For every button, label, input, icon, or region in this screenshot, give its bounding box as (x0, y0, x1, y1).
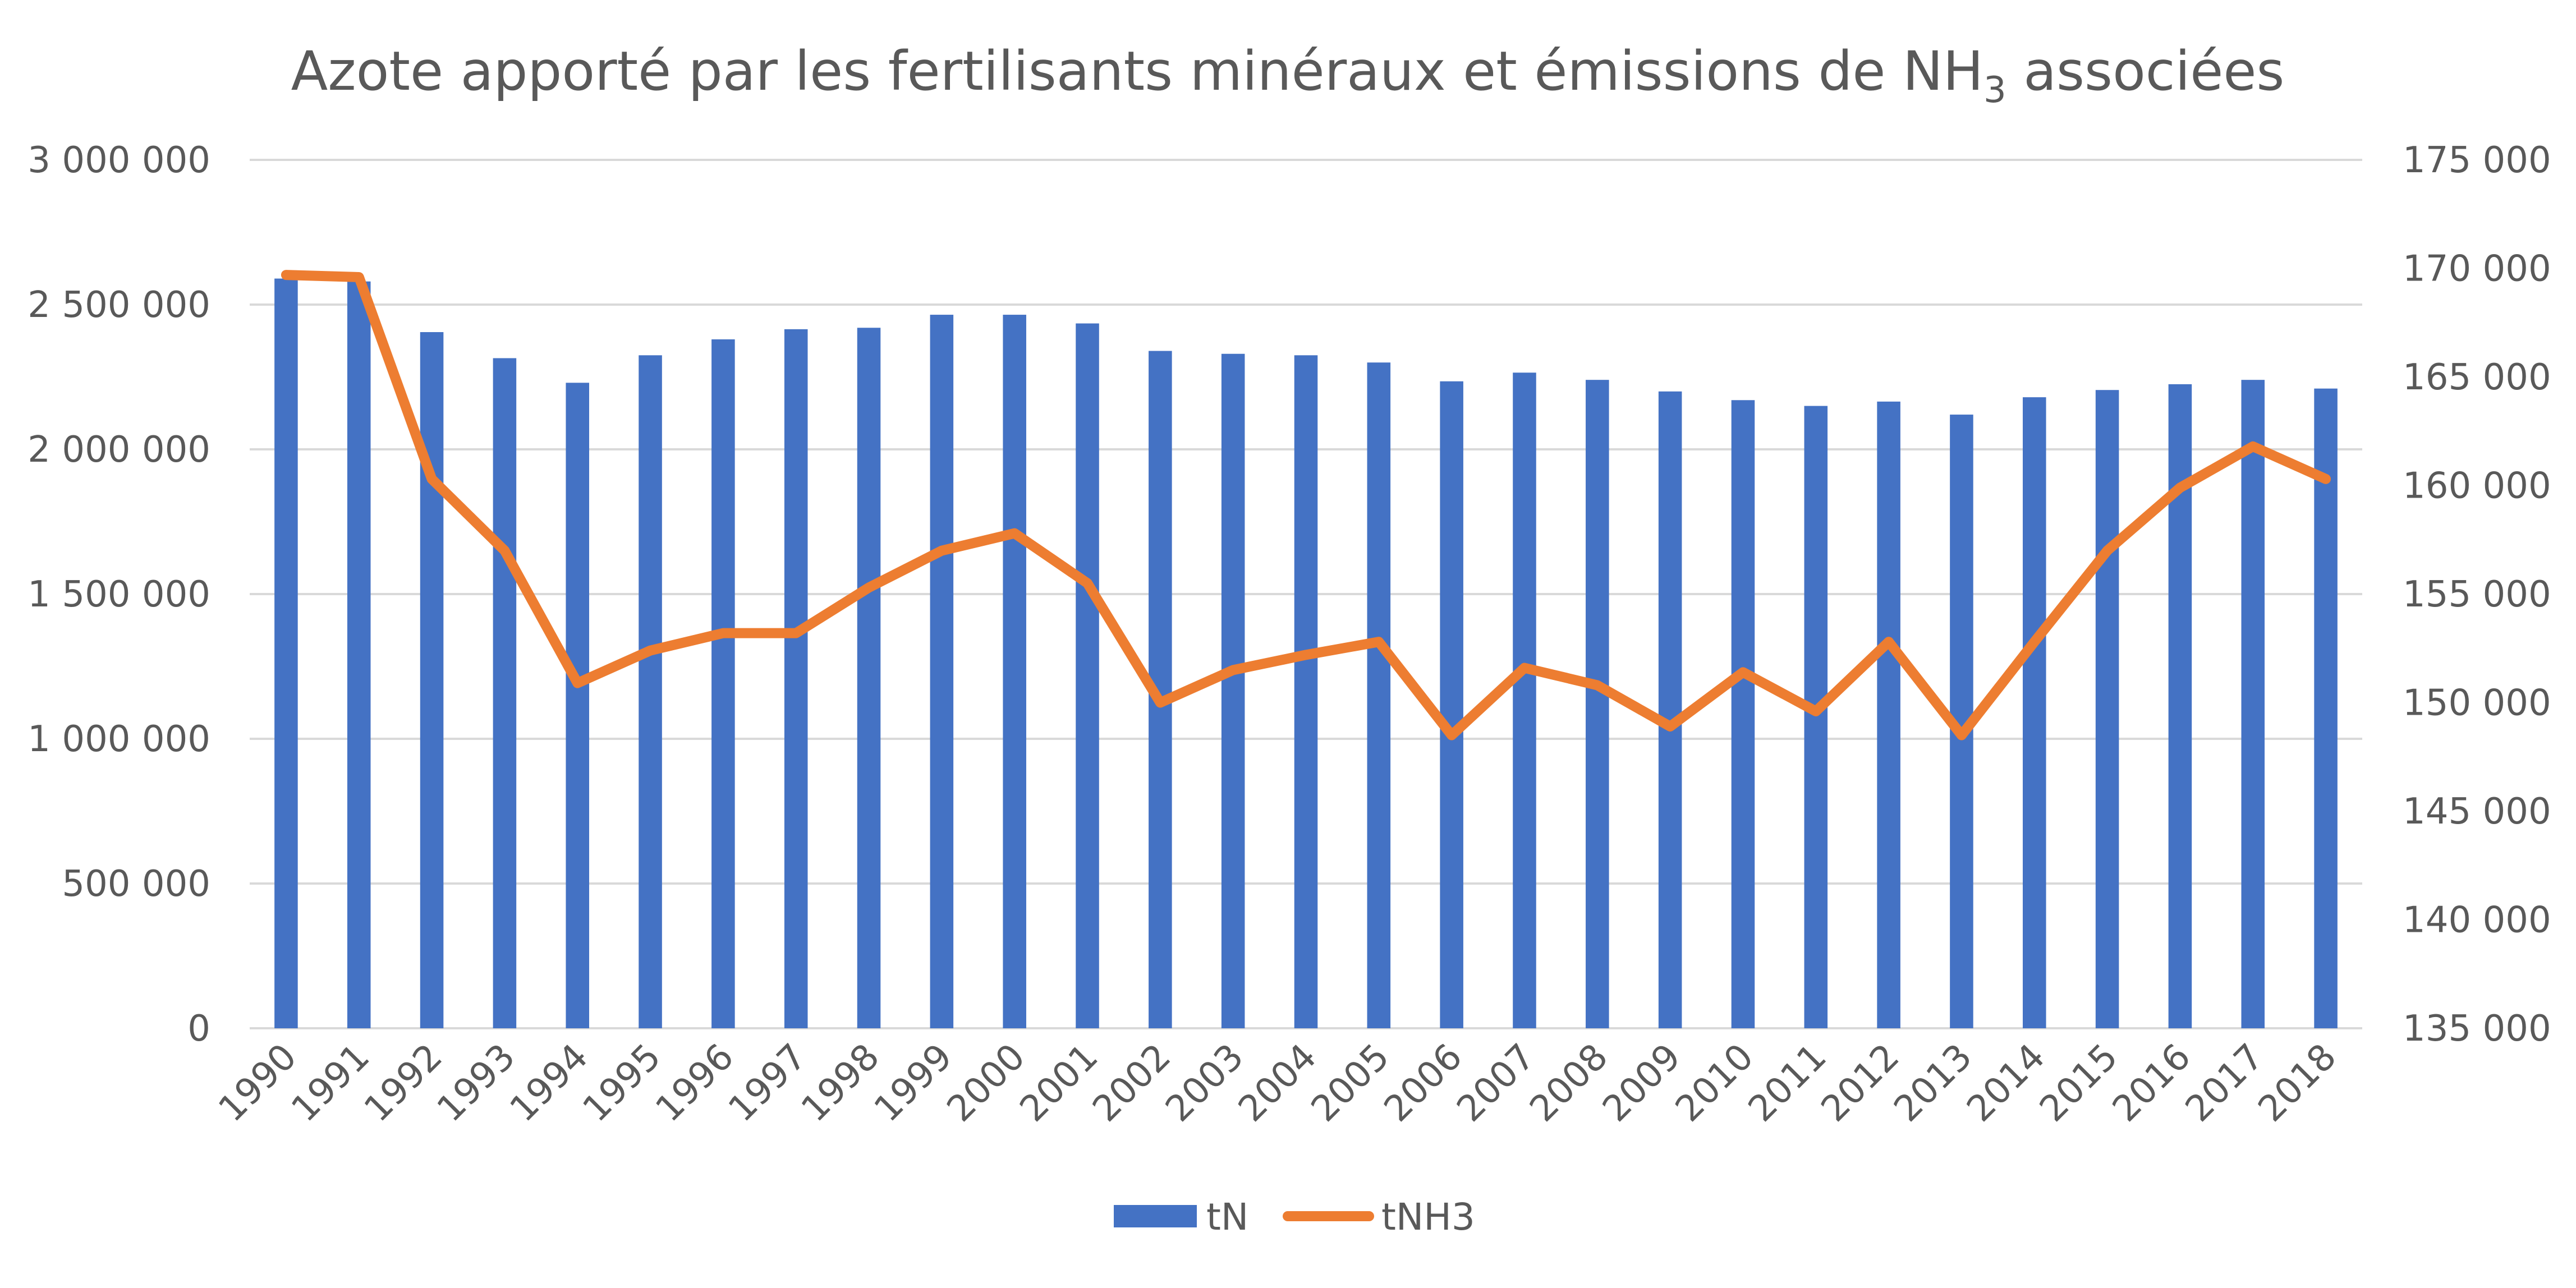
left-tick-label: 0 (187, 1008, 210, 1050)
legend-swatch-tN (1114, 1205, 1197, 1227)
x-tick-label: 2006 (1376, 1036, 1470, 1130)
left-tick-label: 1 500 000 (27, 574, 210, 615)
right-tick-label: 135 000 (2403, 1008, 2551, 1050)
left-tick-label: 500 000 (62, 863, 210, 905)
bar (1294, 355, 1318, 1028)
x-tick-label: 1993 (429, 1036, 523, 1130)
right-tick-label: 140 000 (2403, 900, 2551, 941)
x-tick-label: 1995 (575, 1036, 669, 1130)
bar (1731, 400, 1755, 1028)
bar (420, 332, 444, 1028)
x-tick-label: 2010 (1668, 1036, 1761, 1130)
title-main: Azote apporté par les fertilisants minér… (291, 40, 1983, 103)
x-tick-label: 1994 (502, 1036, 596, 1130)
bar (1804, 406, 1828, 1028)
x-tick-label: 2003 (1158, 1036, 1251, 1130)
x-tick-label: 2009 (1595, 1036, 1688, 1130)
right-tick-label: 145 000 (2403, 791, 2551, 832)
bar (930, 315, 954, 1028)
x-tick-label: 1996 (648, 1036, 742, 1130)
left-axis-ticks: 0 500 000 1 000 000 1 500 000 2 000 000 2 500… (27, 140, 210, 1050)
right-tick-label: 175 000 (2403, 140, 2551, 181)
bar (493, 358, 517, 1029)
x-tick-label: 2001 (1012, 1036, 1106, 1130)
x-tick-label: 2005 (1303, 1036, 1397, 1130)
x-tick-label: 2018 (2251, 1036, 2344, 1130)
x-tick-label: 2016 (2105, 1036, 2198, 1130)
bar (639, 355, 662, 1028)
legend: tN tNH3 (1114, 1195, 1475, 1239)
x-tick-label: 1998 (793, 1036, 887, 1130)
bar (711, 339, 735, 1029)
right-tick-label: 165 000 (2403, 357, 2551, 398)
bar (1877, 401, 1900, 1028)
right-tick-label: 155 000 (2403, 574, 2551, 615)
bar (1440, 381, 1463, 1028)
x-tick-label: 1999 (866, 1036, 960, 1130)
x-tick-label: 1992 (356, 1036, 450, 1130)
right-tick-label: 150 000 (2403, 683, 2551, 724)
x-tick-label: 2012 (1813, 1036, 1907, 1130)
x-tick-label: 1997 (721, 1036, 815, 1130)
legend-label-tNH3: tNH3 (1381, 1195, 1475, 1239)
x-tick-label: 2007 (1449, 1036, 1543, 1130)
bar (1367, 362, 1391, 1029)
x-tick-label: 2004 (1230, 1036, 1324, 1130)
legend-label-tN: tN (1206, 1195, 1248, 1239)
line-series (281, 270, 2331, 740)
chart-title: Azote apporté par les fertilisants minér… (291, 40, 2285, 111)
left-tick-label: 1 000 000 (27, 719, 210, 760)
x-tick-label: 2008 (1522, 1036, 1616, 1130)
x-tick-label: 2000 (939, 1036, 1033, 1130)
x-tick-label: 2013 (1886, 1036, 1980, 1130)
bar (2023, 397, 2046, 1028)
right-tick-label: 160 000 (2403, 466, 2551, 507)
bar (1221, 353, 1245, 1028)
bar (857, 328, 881, 1028)
line-tNH3 (281, 270, 2331, 740)
bar (1003, 315, 1026, 1028)
x-tick-label: 1990 (211, 1036, 305, 1130)
x-tick-label: 2017 (2178, 1036, 2271, 1130)
left-tick-label: 2 000 000 (27, 429, 210, 471)
bar (2095, 390, 2119, 1028)
x-tick-label: 2015 (2032, 1036, 2125, 1130)
right-tick-label: 170 000 (2403, 249, 2551, 290)
bar (566, 383, 589, 1028)
title-subscript: 3 (1983, 70, 2006, 111)
bar (1513, 372, 1536, 1028)
bar (1658, 391, 1682, 1028)
x-tick-label: 1991 (284, 1036, 378, 1130)
left-tick-label: 3 000 000 (27, 140, 210, 181)
right-axis-ticks: 135 000 140 000 145 000 150 000 155 000 160 0… (2403, 140, 2551, 1050)
bar (1586, 380, 1609, 1029)
bar (2314, 388, 2338, 1028)
bar (1076, 323, 1099, 1028)
x-axis-ticks: 1990199119921993199419951996199719981999… (211, 1036, 2345, 1130)
x-tick-label: 2014 (1959, 1036, 2053, 1130)
bar-series (274, 278, 2338, 1029)
bar (784, 329, 808, 1028)
bar (274, 278, 298, 1028)
left-tick-label: 2 500 000 (27, 284, 210, 326)
title-end: associées (2006, 40, 2285, 103)
x-tick-label: 2002 (1085, 1036, 1179, 1130)
bar (347, 281, 371, 1029)
bar (2241, 380, 2265, 1029)
x-tick-label: 2011 (1741, 1036, 1834, 1130)
